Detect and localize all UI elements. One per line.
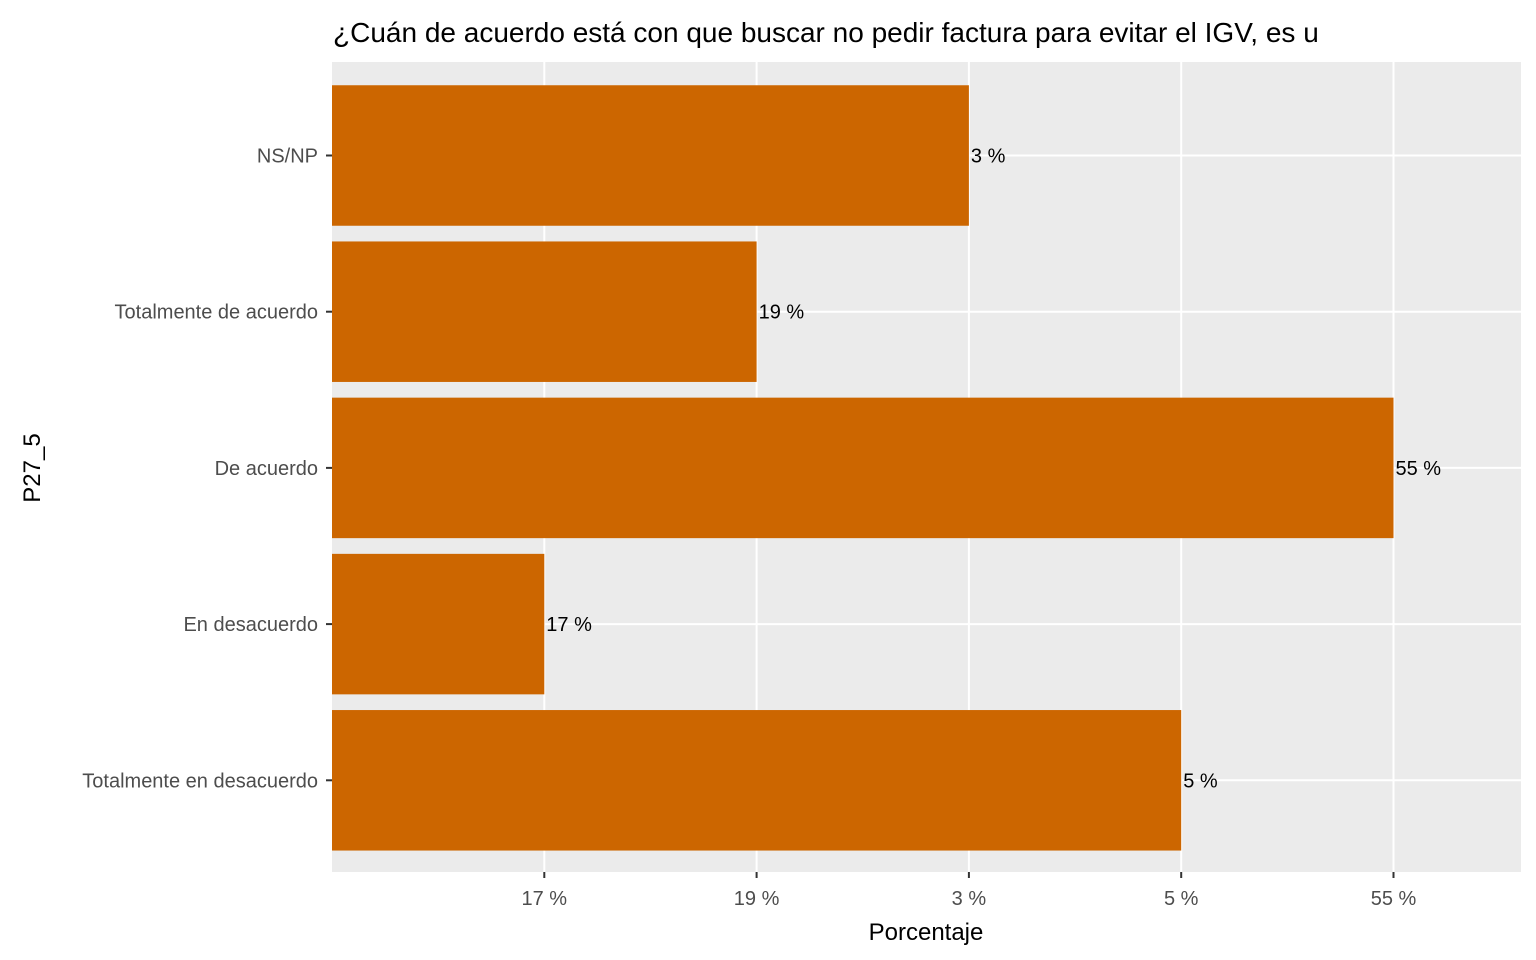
bar	[332, 397, 1394, 539]
bar-value-label: 17 %	[546, 614, 592, 636]
y-category-label: De acuerdo	[215, 458, 318, 480]
x-axis: 17 % 19 % 3 % 5 % 55 %	[522, 872, 1417, 910]
bar-value-label: 55 %	[1396, 458, 1442, 480]
y-category-label: En desacuerdo	[183, 614, 318, 636]
data-labels: 3 % 19 % 55 % 17 % 5 %	[546, 146, 1441, 793]
bar	[332, 710, 1182, 851]
y-category-label: Totalmente en desacuerdo	[82, 770, 318, 792]
bar-value-label: 5 %	[1183, 770, 1218, 792]
bar	[332, 241, 757, 382]
x-axis-title: Porcentaje	[869, 919, 984, 946]
y-category-label: Totalmente de acuerdo	[115, 302, 318, 324]
y-axis-title: P27_5	[19, 433, 46, 502]
bar-value-label: 19 %	[759, 302, 805, 324]
bar-value-label: 3 %	[971, 146, 1006, 168]
bars	[332, 85, 1394, 851]
x-tick-label: 17 %	[522, 888, 568, 910]
x-tick-label: 5 %	[1164, 888, 1199, 910]
x-tick-label: 19 %	[734, 888, 780, 910]
bar	[332, 553, 545, 695]
y-category-label: NS/NP	[257, 146, 318, 168]
chart-title: ¿Cuán de acuerdo está con que buscar no …	[333, 17, 1319, 48]
y-axis: NS/NP Totalmente de acuerdo De acuerdo En d…	[82, 146, 332, 792]
bar	[332, 85, 969, 226]
x-tick-label: 3 %	[952, 888, 987, 910]
x-tick-label: 55 %	[1371, 888, 1417, 910]
